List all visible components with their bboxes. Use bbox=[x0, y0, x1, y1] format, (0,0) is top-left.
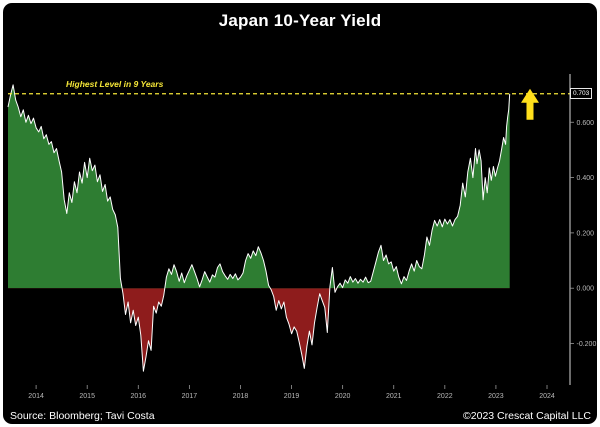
x-axis-ticks: 2014 2015 2016 2017 2018 2019 2020 2021 2022 2023… bbox=[28, 385, 555, 400]
x-tick-label: 2024 bbox=[539, 393, 555, 400]
positive-area bbox=[8, 84, 510, 289]
copyright-text: ©2023 Crescat Capital LLC bbox=[463, 410, 591, 422]
y-tick-label: 0.600 bbox=[577, 120, 595, 127]
x-tick-label: 2015 bbox=[79, 393, 95, 400]
y-tick-label: 0.200 bbox=[577, 230, 595, 237]
highest-level-annotation: Highest Level in 9 Years bbox=[66, 79, 164, 89]
y-tick-label: 0.000 bbox=[577, 286, 595, 293]
negative-area bbox=[8, 288, 510, 372]
x-tick-label: 2014 bbox=[28, 393, 44, 400]
highest-value-label: 0.703 bbox=[570, 87, 593, 99]
x-tick-label: 2023 bbox=[488, 393, 504, 400]
source-text: Source: Bloomberg; Tavi Costa bbox=[10, 410, 155, 422]
x-tick-label: 2016 bbox=[130, 393, 146, 400]
x-tick-label: 2020 bbox=[335, 393, 351, 400]
y-axis-ticks: 0.600 0.400 0.200 0.000 -0.200 bbox=[570, 120, 596, 348]
x-tick-label: 2017 bbox=[182, 393, 198, 400]
yield-line bbox=[7, 84, 511, 372]
x-tick-label: 2022 bbox=[437, 393, 453, 400]
y-tick-label: 0.400 bbox=[577, 175, 595, 182]
x-tick-label: 2021 bbox=[386, 393, 402, 400]
chart-title: Japan 10-Year Yield bbox=[218, 11, 382, 30]
up-arrow-icon bbox=[521, 88, 539, 120]
x-tick-label: 2019 bbox=[284, 393, 300, 400]
x-tick-label: 2018 bbox=[233, 393, 249, 400]
y-tick-label: -0.200 bbox=[577, 341, 597, 348]
